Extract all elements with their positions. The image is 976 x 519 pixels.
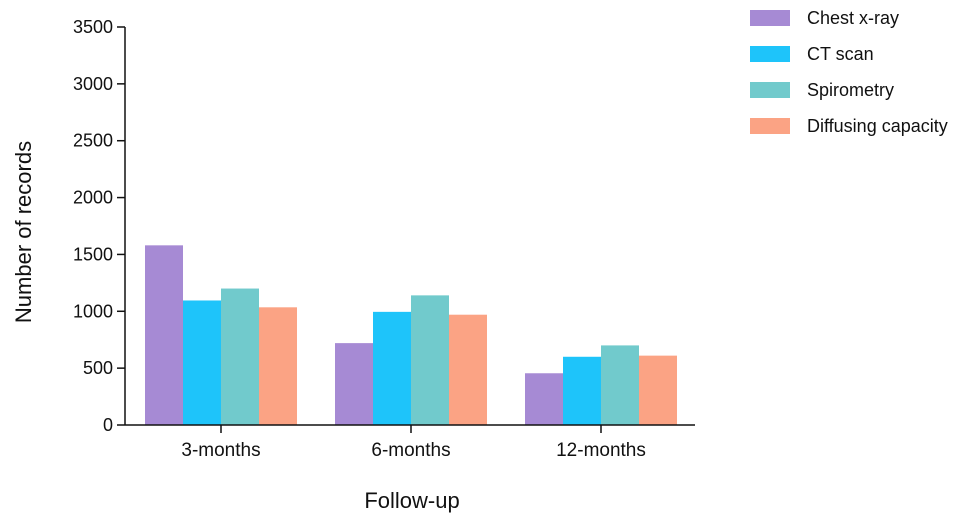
bar <box>449 314 487 425</box>
y-tick-label: 2500 <box>73 131 113 151</box>
bar <box>373 311 411 425</box>
x-tick-label: 3-months <box>181 440 260 461</box>
legend-label: Chest x-ray <box>807 8 899 28</box>
bar <box>183 300 221 425</box>
y-axis-ticks: 0 500 1000 1500 2000 2500 3000 3500 <box>73 17 125 435</box>
legend-label: Diffusing capacity <box>807 116 948 136</box>
bar <box>525 373 563 425</box>
x-tick-label: 12-months <box>556 440 646 461</box>
bar <box>601 345 639 425</box>
y-tick-label: 1500 <box>73 244 113 264</box>
legend-swatch <box>750 46 790 62</box>
legend-swatch <box>750 82 790 98</box>
y-tick-label: 3500 <box>73 17 113 37</box>
y-tick-label: 500 <box>83 358 113 378</box>
y-tick-label: 1000 <box>73 301 113 321</box>
x-axis-title: Follow-up <box>364 488 459 513</box>
x-tick-label: 6-months <box>371 440 450 461</box>
y-tick-label: 2000 <box>73 188 113 208</box>
bars <box>145 245 677 425</box>
y-tick-label: 3000 <box>73 74 113 94</box>
axes <box>124 27 695 426</box>
bar <box>411 295 449 425</box>
y-axis-title: Number of records <box>11 141 36 323</box>
legend-label: CT scan <box>807 44 874 64</box>
legend-swatch <box>750 10 790 26</box>
bar <box>639 355 677 425</box>
bar <box>145 245 183 425</box>
legend-swatch <box>750 118 790 134</box>
y-tick-label: 0 <box>103 415 113 435</box>
bar <box>335 343 373 425</box>
bar <box>221 288 259 425</box>
legend: Chest x-ray CT scan Spirometry Diffusing ca… <box>750 8 948 136</box>
legend-label: Spirometry <box>807 80 894 100</box>
bar <box>259 307 297 425</box>
x-axis-ticks: 3-months 6-months 12-months <box>181 425 646 461</box>
bar <box>563 356 601 425</box>
